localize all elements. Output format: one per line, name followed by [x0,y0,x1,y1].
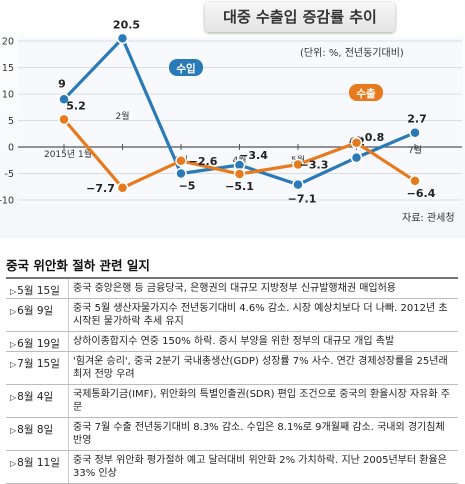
data-label: −5.1 [225,180,254,193]
event-date: 8월 4일 [6,385,68,417]
timeline-row: 8월 11일 중국 정부 위안화 평가절하 예고 달러대비 위안화 2% 가치하… [6,451,458,484]
data-point [58,113,70,126]
data-label: 20.5 [113,18,140,31]
y-tick-label: 15 [2,63,14,74]
data-label: −2.6 [189,155,218,168]
y-tick-label: -5 [5,169,14,180]
chart-title: 대중 수출입 증감률 추이 [205,2,395,32]
timeline-row: 8월 4일 국제통화기금(IMF), 위안화의 특별인출권(SDR) 편입 조건… [6,385,458,418]
legend-badge [169,59,203,76]
legend-label: 수출 [356,87,376,100]
data-point [116,182,129,194]
data-point [409,175,421,187]
data-point [350,151,363,164]
data-point [233,168,246,180]
y-tick-label: 20 [2,37,14,48]
event-text: 상하이종합지수 연중 150% 하락. 증시 부양을 위한 정부의 대규모 개입… [68,332,458,351]
y-tick-label: 5 [8,116,14,127]
event-date: 8월 8일 [6,418,68,450]
data-label: −6.4 [407,187,436,200]
legend-label: 수입 [176,62,195,75]
event-text: 중국 7월 수출 전년동기대비 8.3% 감소. 수입은 8.1%로 9개월째 … [68,418,458,450]
event-text: 국제통화기금(IMF), 위안화의 특별인출권(SDR) 편입 조건으로 중국의… [68,385,458,417]
data-point [292,178,304,191]
data-label: 0.8 [365,131,385,144]
event-date: 6월 19일 [6,332,68,351]
data-label: −3.3 [300,158,329,171]
data-label: −7.7 [86,182,115,195]
data-point [116,32,129,45]
event-date: 8월 11일 [6,451,68,483]
timeline-title: 중국 위안화 절하 관련 일지 [6,258,150,273]
timeline-section: 중국 위안화 절하 관련 일지 5월 15일 중국 중앙은행 등 금융당국, 은… [0,243,465,484]
data-label: −7.1 [288,193,317,206]
x-tick-label: 2015년 1월 [44,148,92,160]
event-date: 6월 9일 [6,299,68,331]
source-note: 자료: 관세청 [402,213,455,224]
timeline-row: 8월 8일 중국 7월 수출 전년동기대비 8.3% 감소. 수입은 8.1%로… [6,418,458,451]
y-tick-label: 0 [8,143,14,154]
event-text: 중국 5월 생산자물가지수 전년동기대비 4.6% 감소. 시장 예상치보다 더… [68,299,458,331]
data-label: 5.2 [66,99,86,112]
data-point [409,126,421,139]
data-point [175,155,187,167]
x-tick-label: 7월 [408,144,422,156]
data-point [292,158,304,171]
legend-badge [349,84,383,101]
timeline-row: 5월 15일 중국 중앙은행 등 금융당국, 은행권의 대규모 지방정부 신규발… [6,279,458,299]
data-label: −3.4 [239,149,268,162]
x-tick-label: 2월 [115,110,129,122]
y-tick-label: 10 [2,90,14,101]
data-point [350,137,363,149]
unit-note: (단위: %, 전년동기대비) [300,48,404,59]
data-label: −5 [179,180,196,193]
timeline-row: 6월 19일 상하이종합지수 연중 150% 하락. 증시 부양을 위한 정부의… [6,332,458,352]
timeline-row: 6월 9일 중국 5월 생산자물가지수 전년동기대비 4.6% 감소. 시장 예… [6,299,458,332]
event-text: 중국 정부 위안화 평가절하 예고 달러대비 위안화 2% 가치하락. 지난 2… [68,451,458,483]
data-label: 9 [58,77,66,90]
data-point [175,167,187,180]
data-point [58,93,70,106]
event-date: 7월 15일 [6,352,68,384]
y-tick-label: -10 [0,196,14,207]
event-date: 5월 15일 [6,279,68,298]
data-label: 2.7 [407,113,427,126]
event-text: '힘겨운 승리', 중국 2분기 국내총생산(GDP) 성장률 7% 사수. 연… [68,352,458,384]
timeline-row: 7월 15일 '힘겨운 승리', 중국 2분기 국내총생산(GDP) 성장률 7… [6,352,458,385]
timeline-list: 5월 15일 중국 중앙은행 등 금융당국, 은행권의 대규모 지방정부 신규발… [6,277,458,484]
event-text: 중국 중앙은행 등 금융당국, 은행권의 대규모 지방정부 신규발행채권 매입허… [68,279,458,298]
